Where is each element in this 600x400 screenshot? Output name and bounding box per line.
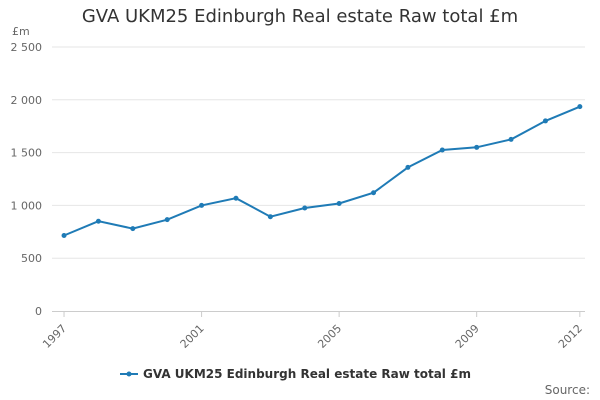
x-axis-ticks: 1997 2001 2005 2009 2012 [40,311,585,351]
series-points [61,104,583,238]
y-tick-label: 2 500 [11,41,43,54]
x-tick-label: 2005 [315,322,344,351]
y-tick-label: 1 500 [11,147,43,160]
x-tick-label: 2009 [453,322,482,351]
y-tick-label: 0 [35,305,42,318]
data-point[interactable] [302,205,308,211]
y-axis-ticks: 0 500 1 000 1 500 2 000 2 500 [11,41,43,318]
y-tick-label: 2 000 [11,94,43,107]
legend-label: GVA UKM25 Edinburgh Real estate Raw tota… [143,367,471,381]
data-point[interactable] [199,202,205,208]
data-point[interactable] [405,164,411,170]
data-point[interactable] [508,136,514,142]
series-line [63,105,581,237]
data-point[interactable] [439,147,445,153]
x-tick-label: 1997 [40,322,69,351]
data-point[interactable] [61,232,67,238]
legend[interactable]: GVA UKM25 Edinburgh Real estate Raw tota… [120,367,471,381]
y-axis-unit-label: £m [12,25,30,38]
data-point[interactable] [336,200,342,206]
data-point[interactable] [233,195,239,201]
data-point[interactable] [371,190,377,196]
chart-title: GVA UKM25 Edinburgh Real estate Raw tota… [81,6,519,27]
x-tick-label: 2001 [178,322,207,351]
data-point[interactable] [474,144,480,150]
data-point[interactable] [542,118,548,124]
legend-point-marker [126,371,132,377]
data-point[interactable] [267,214,273,220]
data-point[interactable] [164,217,170,223]
data-point[interactable] [577,104,583,110]
x-tick-label: 2012 [556,322,585,351]
y-tick-label: 500 [21,252,42,265]
y-tick-label: 1 000 [11,199,43,212]
source-label: Source: [545,383,590,397]
data-point[interactable] [130,226,136,232]
data-point[interactable] [95,218,101,224]
